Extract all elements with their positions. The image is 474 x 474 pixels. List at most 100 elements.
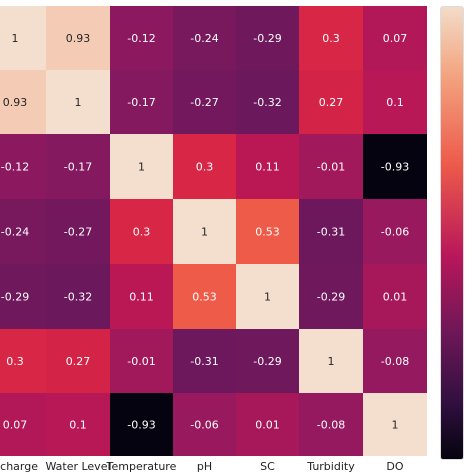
cell-value-label-r3-c4: 0.53 (255, 226, 280, 239)
cell-value-label-r4-c6: 0.01 (383, 291, 408, 304)
heatmap-cell-r2-c5 (299, 134, 363, 199)
heatmap-cell-r4-c0 (0, 264, 46, 329)
heatmap-cell-r4-c3 (173, 264, 236, 329)
cell-value-label-r5-c5: 1 (328, 355, 335, 368)
cell-value-label-r4-c5: -0.29 (317, 291, 345, 304)
heatmap-cell-r1-c6 (363, 70, 427, 134)
cell-value-label-r0-c4: -0.29 (253, 32, 281, 45)
heatmap-cell-r1-c2 (110, 70, 173, 134)
heatmap-cell-r4-c4 (236, 264, 299, 329)
cell-value-label-r5-c2: -0.01 (127, 355, 155, 368)
cell-value-label-r6-c0: 0.07 (3, 419, 28, 432)
heatmap-cell-r3-c2 (110, 199, 173, 264)
x-tick-label-5: Turbidity (306, 460, 355, 473)
cell-value-label-r0-c6: 0.07 (383, 32, 408, 45)
cell-value-label-r6-c6: 1 (392, 419, 399, 432)
x-tick-label-3: pH (197, 460, 212, 473)
x-tick-label-1: Water Level (45, 460, 110, 473)
heatmap-cell-r1-c4 (236, 70, 299, 134)
cell-value-label-r4-c0: -0.29 (1, 291, 29, 304)
cell-value-label-r4-c3: 0.53 (192, 291, 217, 304)
heatmap-cell-r4-c2 (110, 264, 173, 329)
cell-value-label-r0-c3: -0.24 (190, 32, 218, 45)
heatmap-cell-r3-c1 (46, 199, 110, 264)
cell-value-label-r0-c0: 1 (12, 32, 19, 45)
heatmap-cell-r5-c5 (299, 329, 363, 393)
heatmap-cell-r5-c6 (363, 329, 427, 393)
cell-value-label-r6-c5: -0.08 (317, 419, 345, 432)
cell-value-label-r2-c1: -0.17 (64, 161, 92, 174)
heatmap-cell-r5-c1 (46, 329, 110, 393)
cell-value-label-r1-c6: 0.1 (386, 96, 404, 109)
heatmap-cell-r5-c3 (173, 329, 236, 393)
heatmap-cell-r3-c6 (363, 199, 427, 264)
cell-value-label-r3-c3: 1 (201, 226, 208, 239)
heatmap-cell-r0-c5 (299, 6, 363, 70)
heatmap-cell-r0-c2 (110, 6, 173, 70)
heatmap-cell-r1-c1 (46, 70, 110, 134)
cell-value-label-r5-c1: 0.27 (66, 355, 91, 368)
heatmap-cell-r6-c3 (173, 393, 236, 456)
heatmap-cell-r4-c1 (46, 264, 110, 329)
x-tick-label-6: DO (386, 460, 403, 473)
x-tick-label-0: scharge (0, 460, 38, 473)
heatmap-cell-r6-c1 (46, 393, 110, 456)
cell-value-label-r1-c1: 1 (75, 96, 82, 109)
cell-value-label-r4-c4: 1 (264, 291, 271, 304)
cell-value-label-r5-c6: -0.08 (381, 355, 409, 368)
x-tick-label-4: SC (260, 460, 275, 473)
cell-value-label-r5-c3: -0.31 (190, 355, 218, 368)
cell-value-label-r1-c3: -0.27 (190, 96, 218, 109)
x-tick-label-2: Temperature (106, 460, 177, 473)
cell-value-label-r2-c6: -0.93 (381, 161, 409, 174)
heatmap-cell-r6-c0 (0, 393, 46, 456)
cell-value-label-r3-c5: -0.31 (317, 226, 345, 239)
heatmap-cell-r5-c0 (0, 329, 46, 393)
heatmap-cell-r2-c3 (173, 134, 236, 199)
heatmap-cell-r6-c2 (110, 393, 173, 456)
heatmap-cell-r0-c0 (0, 6, 46, 70)
cell-value-label-r4-c2: 0.11 (129, 291, 154, 304)
cell-value-label-r1-c0: 0.93 (3, 96, 28, 109)
heatmap-cell-r6-c6 (363, 393, 427, 456)
correlation-heatmap: 1 0.93 -0.12 -0.24 -0.29 0.3 0.07 0.93 1 -0.17 -0.… (0, 6, 427, 473)
cell-value-label-r3-c6: -0.06 (381, 226, 409, 239)
heatmap-cell-r3-c0 (0, 199, 46, 264)
colorbar (440, 6, 464, 460)
heatmap-cell-r1-c0 (0, 70, 46, 134)
cell-value-label-r6-c1: 0.1 (69, 419, 87, 432)
cell-value-label-r0-c5: 0.3 (322, 32, 340, 45)
cell-value-label-r2-c4: 0.11 (255, 161, 280, 174)
cell-value-label-r5-c4: -0.29 (253, 355, 281, 368)
heatmap-cell-r4-c5 (299, 264, 363, 329)
heatmap-cell-r5-c4 (236, 329, 299, 393)
cell-value-label-r2-c0: -0.12 (1, 161, 29, 174)
cell-value-label-r6-c3: -0.06 (190, 419, 218, 432)
heatmap-cell-r2-c6 (363, 134, 427, 199)
cell-value-label-r3-c0: -0.24 (1, 226, 29, 239)
heatmap-cell-r2-c4 (236, 134, 299, 199)
cell-value-label-r1-c5: 0.27 (319, 96, 344, 109)
cell-value-label-r2-c3: 0.3 (196, 161, 214, 174)
heatmap-cell-r2-c2 (110, 134, 173, 199)
cell-value-label-r2-c5: -0.01 (317, 161, 345, 174)
heatmap-cell-r5-c2 (110, 329, 173, 393)
cell-value-label-r6-c2: -0.93 (127, 419, 155, 432)
heatmap-cell-r3-c3 (173, 199, 236, 264)
heatmap-cell-r3-c5 (299, 199, 363, 264)
heatmap-cell-r6-c4 (236, 393, 299, 456)
heatmap-cell-r1-c3 (173, 70, 236, 134)
heatmap-cell-r4-c6 (363, 264, 427, 329)
cell-value-label-r4-c1: -0.32 (64, 291, 92, 304)
heatmap-cell-r1-c5 (299, 70, 363, 134)
cell-value-label-r1-c4: -0.32 (253, 96, 281, 109)
cell-value-label-r6-c4: 0.01 (255, 419, 280, 432)
heatmap-cell-r2-c1 (46, 134, 110, 199)
cell-value-label-r0-c2: -0.12 (127, 32, 155, 45)
cell-value-label-r3-c2: 0.3 (133, 226, 151, 239)
heatmap-cell-r0-c1 (46, 6, 110, 70)
heatmap-cell-r0-c6 (363, 6, 427, 70)
heatmap-cell-r2-c0 (0, 134, 46, 199)
heatmap-cell-r6-c5 (299, 393, 363, 456)
cell-value-label-r1-c2: -0.17 (127, 96, 155, 109)
